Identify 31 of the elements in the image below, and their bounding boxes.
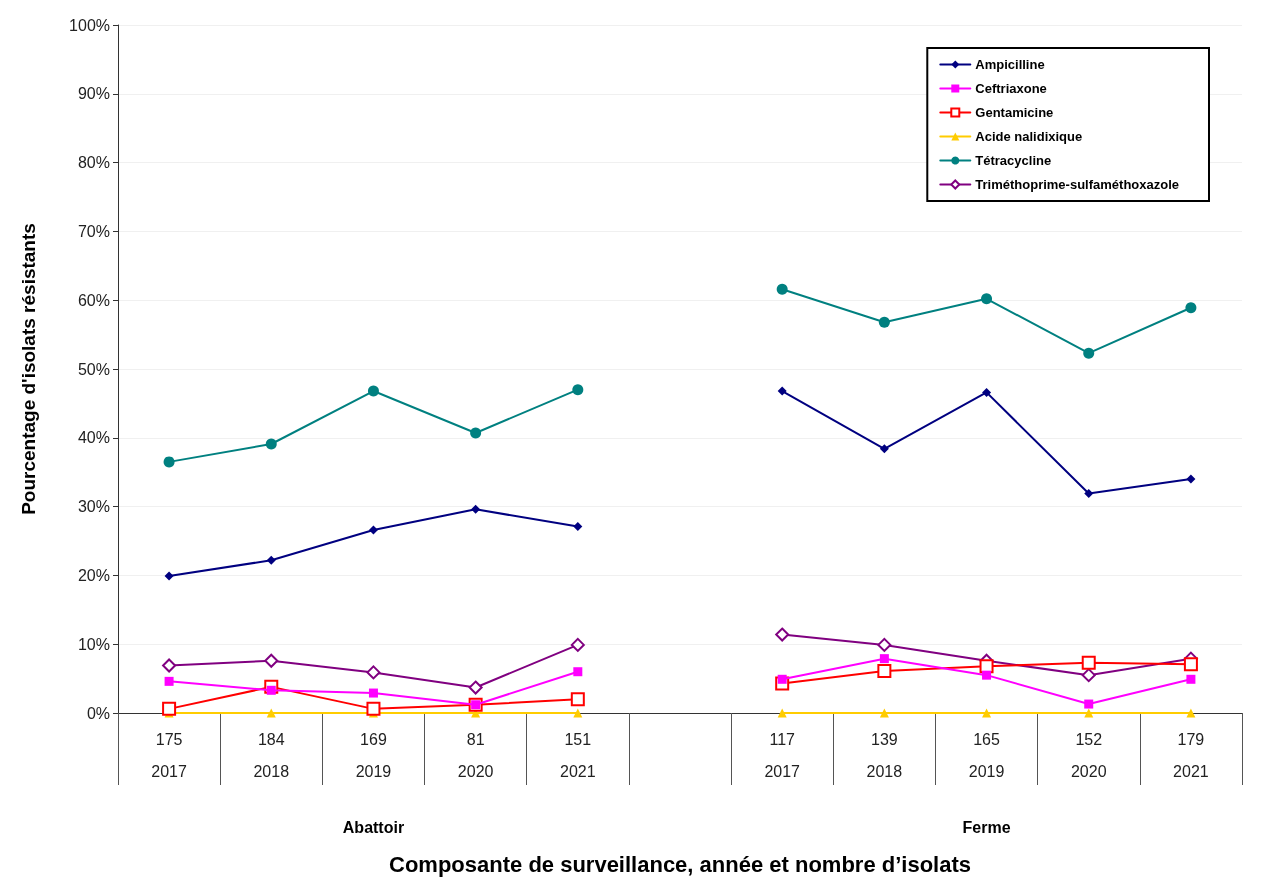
y-tick-label: 70% <box>77 222 110 240</box>
x-tick-label: 117 2017 <box>764 730 801 780</box>
x-tick-label: 179 2021 <box>1173 730 1209 780</box>
x-tick-label: 169 2019 <box>355 730 392 780</box>
x-axis-title: Composante de surveillance, année et nombre d’isolats <box>389 851 971 877</box>
legend-label: Gentamicine <box>975 105 1054 120</box>
y-tick-label: 20% <box>77 566 110 584</box>
y-tick-label: 40% <box>77 429 110 447</box>
x-tick-label: 184 2018 <box>253 730 290 780</box>
x-tick-label: 175 2017 <box>151 730 187 780</box>
x-tick-label: 139 2018 <box>866 730 903 780</box>
text: Ferme <box>962 818 1011 836</box>
legend-label: Ceftriaxone <box>975 81 1047 96</box>
x-tick-label: 151 2021 <box>560 730 596 780</box>
y-tick-label: 50% <box>77 360 110 378</box>
legend-label: Tétracycline <box>975 153 1052 168</box>
y-tick-label: 30% <box>77 498 110 516</box>
text: Abattoir <box>342 818 405 836</box>
y-tick-label: 90% <box>77 85 110 103</box>
x-tick-label: 81 2020 <box>457 730 494 780</box>
y-axis-title: Pourcentage d'isolats résistants <box>18 223 39 515</box>
legend-label: Ampicilline <box>975 57 1045 72</box>
x-tick-label: 165 2019 <box>968 730 1005 780</box>
y-tick-label: 100% <box>69 16 110 34</box>
legend-label: Triméthoprime-sulfaméthoxazole <box>975 177 1180 192</box>
y-tick-label: 0% <box>86 704 110 722</box>
y-tick-label: 10% <box>77 635 110 653</box>
y-tick-label: 60% <box>77 291 110 309</box>
y-tick-label: 80% <box>77 154 110 172</box>
legend-label: Acide nalidixique <box>975 129 1083 144</box>
x-tick-label: 152 2020 <box>1070 730 1107 780</box>
